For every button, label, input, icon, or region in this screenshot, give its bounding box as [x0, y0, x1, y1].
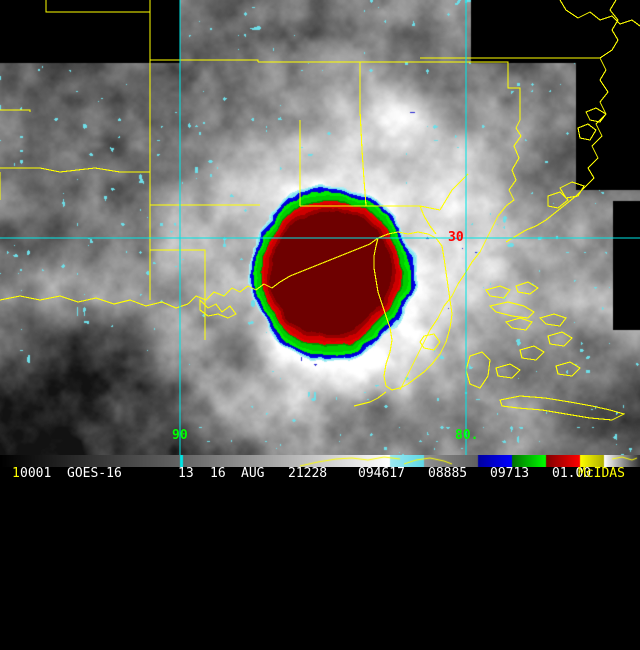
month-label: AUG: [241, 466, 265, 481]
satellite-label: GOES-16: [67, 466, 122, 481]
band-number: 13: [178, 466, 194, 481]
grid-label-80: 80.: [455, 428, 479, 443]
day-of-month: 16: [210, 466, 226, 481]
colorbar-gradient: [0, 455, 640, 467]
political-boundaries: [0, 0, 640, 421]
resolution-value: 01.00: [552, 466, 592, 481]
software-label: McIDAS: [578, 466, 625, 481]
line-coordinate: 08885: [428, 466, 468, 481]
latlon-gridlines: [0, 0, 640, 455]
frame-number: 0001: [20, 466, 52, 481]
grid-label-90: 90: [172, 428, 188, 443]
image-time: 094617: [358, 466, 405, 481]
grid-label-30: 30: [448, 230, 464, 245]
enhancement-colorbar: [0, 455, 640, 467]
julian-datetime: 21228: [288, 466, 328, 481]
image-metadata-line: 1 0001 GOES-16 13 16 AUG 21228 094617 08…: [0, 467, 640, 480]
element-coordinate: 09713: [490, 466, 530, 481]
frame-marker: 1: [12, 466, 20, 481]
map-vector-overlay: [0, 0, 640, 455]
satellite-image-viewer: 30 90 80. 1 0001 GOES-16 13 16 AUG 21228 0…: [0, 0, 640, 480]
satellite-image-canvas: 30 90 80.: [0, 0, 640, 455]
annotation-bar: 1 0001 GOES-16 13 16 AUG 21228 094617 08…: [0, 455, 640, 480]
